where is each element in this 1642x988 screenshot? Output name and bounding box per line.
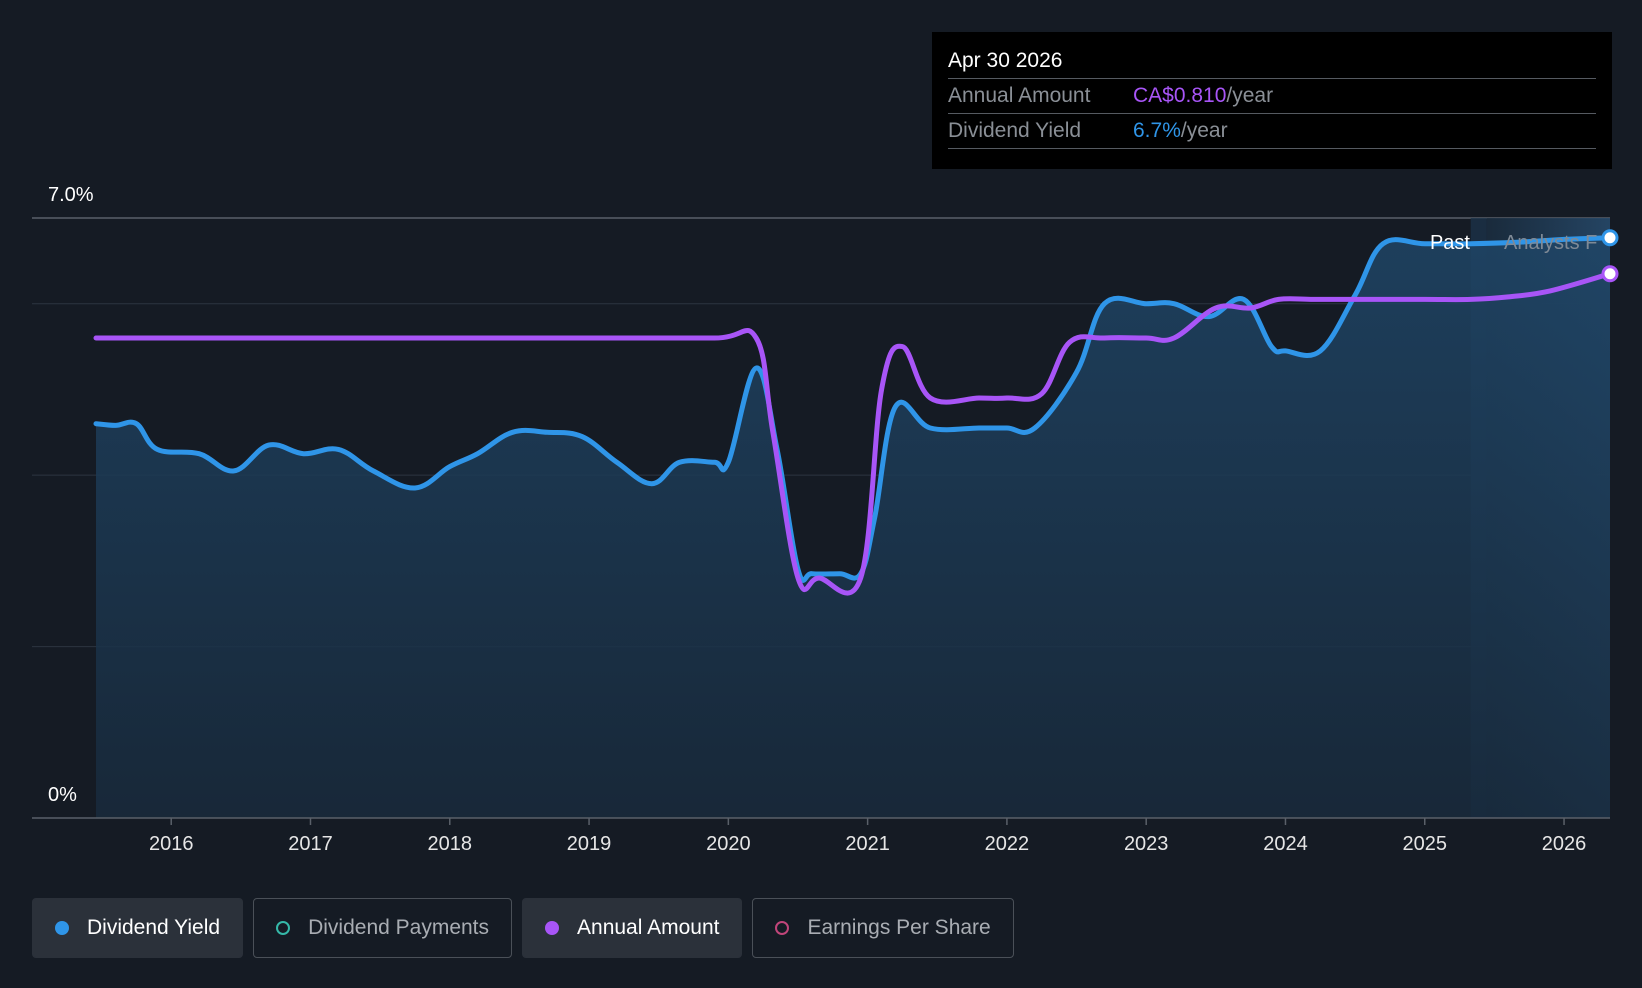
forecast-region-label: Analysts F (1504, 232, 1597, 254)
legend-label: Annual Amount (577, 916, 720, 939)
dividend-yield-fill (96, 237, 1610, 818)
tooltip-unit: /year (1226, 84, 1274, 107)
legend-label: Dividend Payments (308, 916, 490, 939)
x-tick-label: 2023 (1124, 833, 1169, 855)
y-axis-max-label: 7.0% (48, 184, 94, 206)
dividend-yield-end-marker (1601, 229, 1619, 247)
x-tick-label: 2019 (567, 833, 612, 855)
past-region-label: Past (1430, 232, 1470, 254)
x-tick-label: 2017 (288, 833, 333, 855)
x-tick-label: 2024 (1263, 833, 1308, 855)
x-tick-label: 2022 (985, 833, 1030, 855)
annual-amount-end-marker (1601, 265, 1619, 283)
legend-item-dividend-payments[interactable]: Dividend Payments (253, 898, 513, 958)
x-tick-label: 2018 (428, 833, 473, 855)
tooltip-row-annual-amount: Annual Amount CA$0.810/year (948, 79, 1596, 114)
legend-dot-icon (775, 921, 790, 935)
x-tick-label: 2025 (1403, 833, 1448, 855)
legend-dot-icon (545, 921, 560, 935)
tooltip-label: Annual Amount (948, 84, 1091, 107)
x-tick-label: 2021 (845, 833, 890, 855)
tooltip-date: Apr 30 2026 (948, 46, 1596, 79)
x-tick-label: 2020 (706, 833, 751, 855)
legend-dot-icon (55, 921, 69, 935)
tooltip-value: 6.7% (1133, 119, 1181, 142)
legend-item-dividend-yield[interactable]: Dividend Yield (32, 898, 244, 958)
x-tick-label: 2026 (1542, 833, 1587, 855)
dividend-yield-line (93, 235, 1613, 583)
legend-label: Earnings Per Share (807, 916, 991, 939)
tooltip-row-dividend-yield: Dividend Yield 6.7%/year (948, 114, 1596, 149)
legend: Dividend Yield Dividend Payments Annual … (32, 898, 1014, 958)
legend-dot-icon (276, 921, 291, 935)
end-markers (1601, 229, 1619, 283)
series-lines (93, 235, 1613, 596)
tooltip-label: Dividend Yield (948, 119, 1082, 142)
tooltip-value: CA$0.810 (1133, 84, 1227, 107)
legend-item-annual-amount[interactable]: Annual Amount (522, 898, 743, 958)
dividend-yield-area (96, 237, 1610, 818)
tooltip-panel: Apr 30 2026 Annual Amount CA$0.810/year … (932, 32, 1612, 169)
legend-label: Dividend Yield (87, 916, 221, 939)
y-axis-min-label: 0% (48, 784, 77, 806)
legend-item-earnings-per-share[interactable]: Earnings Per Share (752, 898, 1014, 958)
x-axis: 2016 2017 2018 2019 2020 2021 2022 2023 2024 2025… (32, 817, 1610, 855)
annual-amount-line (93, 271, 1613, 596)
tooltip-unit: /year (1180, 119, 1228, 142)
x-tick-label: 2016 (149, 833, 194, 855)
